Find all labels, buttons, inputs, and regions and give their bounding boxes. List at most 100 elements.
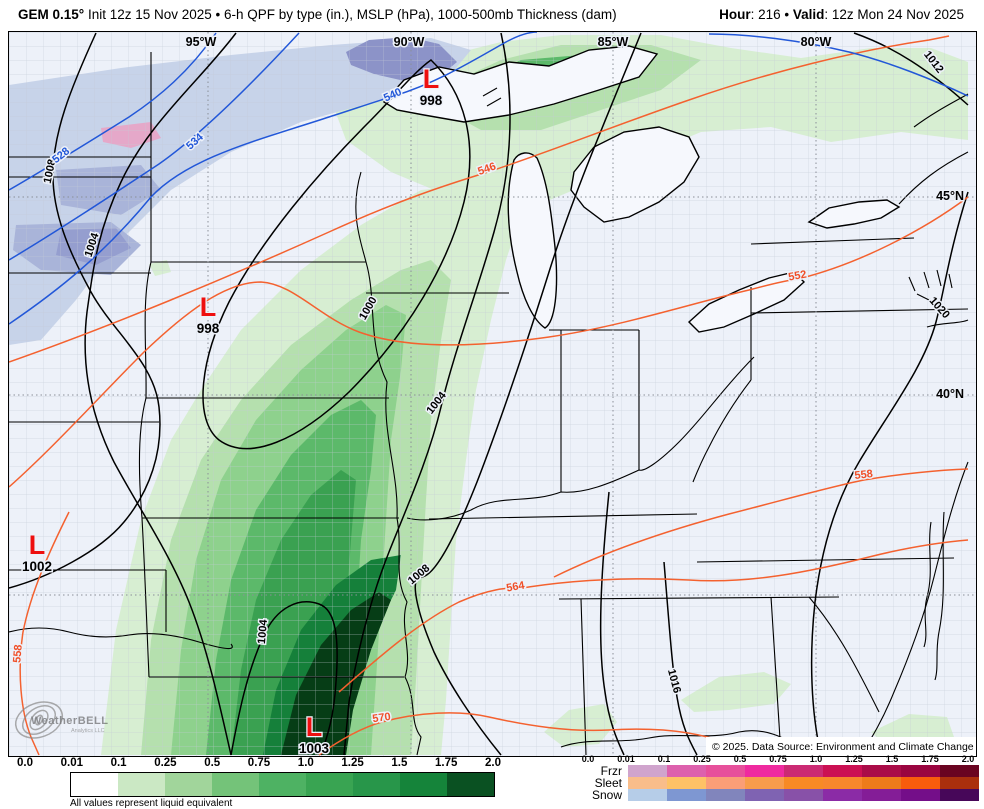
ptype-color-cell [706, 789, 745, 801]
thickness-label: 558 [11, 644, 25, 663]
valid-label: Valid [792, 7, 825, 22]
valid-value: : 12z Mon 24 Nov 2025 [824, 7, 964, 22]
ptype-row-label: Snow [591, 788, 622, 802]
copyright-text: © 2025. Data Source: Environment and Cli… [712, 741, 976, 753]
mslp-label: 1004 [256, 618, 270, 644]
ptype-tick-label: 1.75 [921, 754, 939, 764]
low-value: 1002 [22, 559, 52, 574]
qpf-tick-label: 0.01 [60, 757, 83, 769]
qpf-tick-label: 1.0 [297, 757, 314, 769]
separator-dot: • [780, 7, 793, 22]
qpf-color-cell [447, 773, 494, 796]
longitude-label: 80°W [801, 35, 832, 49]
mslp-contours [9, 32, 969, 756]
thickness-label: 570 [372, 711, 392, 725]
ptype-color-cell [784, 789, 823, 801]
ptype-color-cell [628, 777, 667, 789]
ptype-tick-label: 0.25 [693, 754, 711, 764]
qpf-color-cell [165, 773, 212, 796]
ptype-color-cell [745, 789, 784, 801]
lake-superior [382, 45, 659, 123]
ptype-row-label: Sleet [594, 776, 622, 790]
longitude-label: 95°W [186, 35, 217, 49]
low-value: 998 [197, 321, 220, 336]
qpf-tick-label: 0.0 [17, 757, 33, 769]
model-name: GEM 0.15° [18, 7, 85, 22]
ptype-tick-label: 0.5 [733, 754, 747, 764]
qpf-color-cell [71, 773, 118, 796]
ptype-colorbar [628, 765, 979, 777]
ptype-tick-label: 1.25 [845, 754, 863, 764]
qpf-tick-label: 0.75 [247, 757, 271, 769]
county-grid [9, 32, 976, 756]
ptype-color-cell [745, 765, 784, 777]
ptype-color-cell [940, 789, 979, 801]
qpf-tick-label: 0.1 [110, 757, 127, 769]
ptype-color-cell [784, 765, 823, 777]
ptype-color-cell [940, 777, 979, 789]
ptype-color-cell [667, 765, 706, 777]
ptype-row-sleet: Sleet [560, 777, 979, 789]
longitude-label: 90°W [394, 35, 425, 49]
ptype-tick-label: 1.0 [809, 754, 823, 764]
longitude-labels: 95°W 90°W 85°W 80°W [184, 34, 833, 51]
ptype-color-cell [940, 765, 979, 777]
header-bar: GEM 0.15° Init 12z 15 Nov 2025 • 6-h QPF… [0, 0, 984, 31]
ptype-color-cell [901, 789, 940, 801]
thickness-cold-contours [9, 32, 969, 325]
copyright: © 2025. Data Source: Environment and Cli… [706, 737, 976, 756]
weatherbell-logo: WeatherBELL Analytics LLC [14, 701, 108, 739]
logo-subtext: Analytics LLC [71, 728, 105, 734]
ptype-tick-label: 0.01 [617, 754, 635, 764]
qpf-legend-caption: All values represent liquid equivalent [70, 798, 233, 809]
latitude-label: 40°N [936, 387, 964, 401]
page-title: GEM 0.15° Init 12z 15 Nov 2025 • 6-h QPF… [18, 7, 617, 22]
thickness-label: 558 [854, 468, 874, 482]
low-symbol: L [200, 292, 217, 322]
ptype-tick-label: 0.75 [769, 754, 787, 764]
ptype-color-cell [823, 777, 862, 789]
ptype-color-cell [823, 789, 862, 801]
ptype-color-cell [901, 765, 940, 777]
ptype-color-cell [667, 789, 706, 801]
qpf-color-cell [306, 773, 353, 796]
graticule [9, 32, 976, 756]
qpf-color-cell [259, 773, 306, 796]
qpf-tick-label: 0.5 [204, 757, 221, 769]
qpf-tick-label: 1.5 [391, 757, 408, 769]
low-symbol: L [423, 64, 440, 94]
ptype-color-cell [823, 765, 862, 777]
low-value: 1003 [299, 741, 330, 756]
ptype-color-cell [862, 789, 901, 801]
ptype-tick-label: 0.0 [581, 754, 595, 764]
ptype-color-cell [862, 765, 901, 777]
qpf-color-cell [118, 773, 165, 796]
ptype-tick-label: 1.5 [885, 754, 899, 764]
qpf-color-cell [400, 773, 447, 796]
latitude-label: 45°N [936, 189, 964, 203]
ptype-color-cell [628, 789, 667, 801]
low-symbol: L [306, 712, 323, 742]
ptype-row-label: Frzr [600, 764, 622, 778]
qpf-tick-label: 0.25 [154, 757, 177, 769]
longitude-label: 85°W [598, 35, 629, 49]
ptype-tick-label: 2.0 [961, 754, 975, 764]
qpf-tick-label: 1.25 [341, 757, 364, 769]
thickness-label: 552 [787, 269, 807, 284]
low-value: 998 [420, 93, 443, 108]
qpf-tick-label: 1.75 [434, 757, 458, 769]
logo-text: WeatherBELL [31, 715, 108, 727]
hour-label: Hour [719, 7, 751, 22]
ptype-legend: 0.0 0.01 0.1 0.25 0.5 0.75 1.0 1.25 1.5 1.75 2.0 F… [560, 753, 984, 808]
hour-value: : 216 [750, 7, 781, 22]
ptype-colorbar [628, 777, 979, 789]
ptype-color-cell [667, 777, 706, 789]
title-description: Init 12z 15 Nov 2025 • 6-h QPF by type (… [84, 7, 617, 22]
valid-time: Hour: 216 • Valid: 12z Mon 24 Nov 2025 [719, 7, 964, 22]
state-borders [9, 52, 969, 756]
weather-map: 95°W 90°W 85°W 80°W 45°N 40°N 1008 1004 1000 10… [8, 31, 977, 757]
ptype-color-cell [745, 777, 784, 789]
